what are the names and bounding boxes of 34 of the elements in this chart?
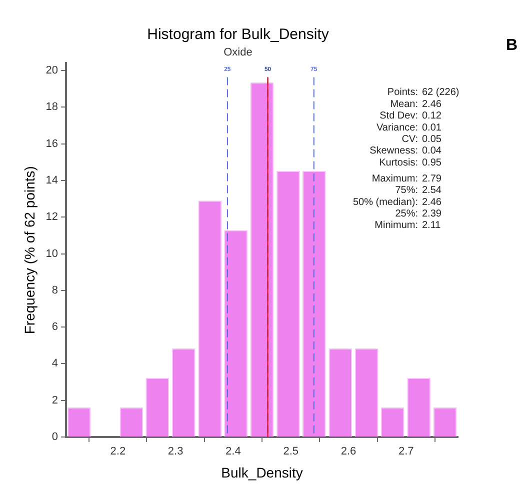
x-tick-label: 2.5 xyxy=(283,446,298,458)
y-tick-label: 2 xyxy=(52,394,58,406)
y-tick-label: 6 xyxy=(52,321,58,334)
annotation: Skewness: 0.04 xyxy=(370,146,442,157)
y-tick-label: 20 xyxy=(46,64,58,77)
y-tick-label: 16 xyxy=(46,138,58,150)
annotation: 50% (median): 2.46 xyxy=(352,196,442,208)
x-tick-label: 2.7 xyxy=(398,446,414,458)
y-tick-label: 12 xyxy=(46,211,58,224)
annotation: CV: 0.05 xyxy=(402,134,442,145)
text: B xyxy=(506,37,518,54)
x-axis-title: Bulk_Density xyxy=(221,464,303,480)
x-tick-label: 2.3 xyxy=(168,446,184,458)
y-tick-label: 8 xyxy=(52,284,58,296)
y-tick-label: 0 xyxy=(52,431,58,444)
chart-title: Histogram for Bulk_Density xyxy=(147,26,330,44)
x-tick-label: 2.6 xyxy=(340,446,356,458)
annotation: Minimum: 2.11 xyxy=(374,220,442,232)
y-tick-label: 14 xyxy=(46,174,58,186)
y-axis-title: Frequency (% of 62 points) xyxy=(21,166,38,334)
annotation: Points: 62 (226) xyxy=(387,87,460,98)
x-tick-label: 2.4 xyxy=(226,446,241,458)
annotation: Std Dev: 0.12 xyxy=(380,110,442,122)
y-tick-label: 18 xyxy=(46,101,58,114)
x-tick-label: 2.2 xyxy=(110,446,126,458)
annotation: Variance: 0.01 xyxy=(376,122,442,134)
y-tick-label: 4 xyxy=(52,358,58,370)
annotation: Kurtosis: 0.95 xyxy=(379,157,442,168)
chart-subtitle: Oxide xyxy=(224,46,252,59)
annotation: 75%: 2.54 xyxy=(395,185,442,196)
annotation: 25%: 2.39 xyxy=(395,208,442,220)
annotation: Mean: 2.46 xyxy=(390,98,442,110)
annotation: Maximum: 2.79 xyxy=(372,173,442,184)
y-tick-label: 10 xyxy=(46,248,58,260)
